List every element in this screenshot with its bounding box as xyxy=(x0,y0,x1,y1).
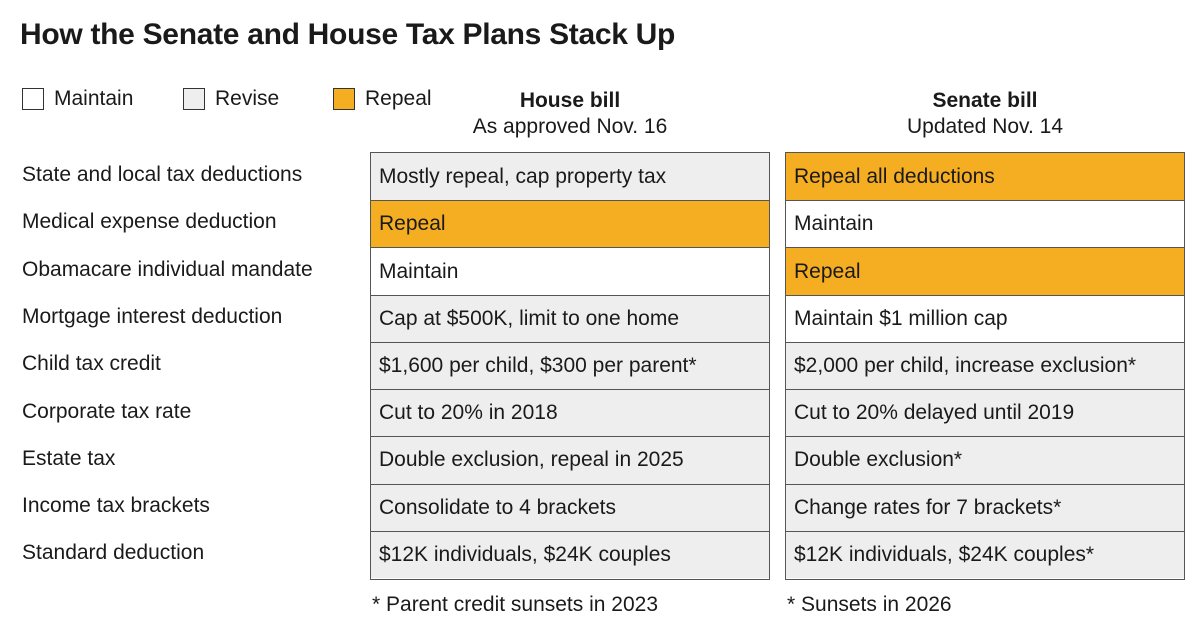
legend-swatch-revise xyxy=(183,88,205,110)
senate-column-title: Senate bill xyxy=(932,89,1038,112)
house-cell-obamacare-individual-mandate: Maintain xyxy=(371,247,769,295)
legend-label-repeal: Repeal xyxy=(365,87,432,110)
legend-item-repeal: Repeal xyxy=(333,86,432,112)
senate-cell-obamacare-individual-mandate: Repeal xyxy=(786,247,1184,295)
legend-item-revise: Revise xyxy=(183,86,279,112)
senate-cell-estate-tax: Double exclusion* xyxy=(786,436,1184,484)
row-label-corporate-tax-rate: Corporate tax rate xyxy=(22,399,192,423)
row-label-medical-expense-deduction: Medical expense deduction xyxy=(22,210,277,234)
house-cell-estate-tax: Double exclusion, repeal in 2025 xyxy=(371,436,769,484)
senate-column-header: Senate bill Updated Nov. 14 xyxy=(785,88,1185,140)
senate-bill-table: Repeal all deductions Maintain Repeal Maint… xyxy=(785,152,1185,580)
house-cell-child-tax-credit: $1,600 per child, $300 per parent* xyxy=(371,341,769,390)
legend-label-revise: Revise xyxy=(215,87,280,110)
house-column-header: House bill As approved Nov. 16 xyxy=(370,88,770,140)
house-column-subtitle: As approved Nov. 16 xyxy=(472,115,668,138)
house-cell-mortgage-interest-deduction: Cap at $500K, limit to one home xyxy=(371,294,769,342)
senate-cell-state-and-local-tax-deductions: Repeal all deductions xyxy=(786,153,1184,201)
senate-cell-mortgage-interest-deduction: Maintain $1 million cap xyxy=(786,294,1184,342)
senate-cell-medical-expense-deduction: Maintain xyxy=(786,200,1184,248)
row-label-income-tax-brackets: Income tax brackets xyxy=(22,494,210,518)
senate-footnote: * Sunsets in 2026 xyxy=(787,593,952,616)
row-label-standard-deduction: Standard deduction xyxy=(22,541,205,565)
house-bill-table: Mostly repeal, cap property tax Repeal Mai… xyxy=(370,152,770,580)
senate-column-subtitle: Updated Nov. 14 xyxy=(906,115,1064,138)
house-footnote: * Parent credit sunsets in 2023 xyxy=(372,593,659,616)
senate-cell-child-tax-credit: $2,000 per child, increase exclusion* xyxy=(786,341,1184,390)
senate-cell-standard-deduction: $12K individuals, $24K couples* xyxy=(786,530,1184,579)
house-cell-state-and-local-tax-deductions: Mostly repeal, cap property tax xyxy=(371,153,769,201)
legend-swatch-repeal xyxy=(333,88,355,110)
legend-swatch-maintain xyxy=(22,88,44,110)
row-label-mortgage-interest-deduction: Mortgage interest deduction xyxy=(22,304,283,328)
row-label-state-and-local-tax-deductions: State and local tax deductions xyxy=(22,163,303,186)
house-column-title: House bill xyxy=(519,89,621,112)
house-cell-corporate-tax-rate: Cut to 20% in 2018 xyxy=(371,389,769,437)
house-cell-income-tax-brackets: Consolidate to 4 brackets xyxy=(371,483,769,531)
legend-item-maintain: Maintain xyxy=(22,86,133,112)
row-label-obamacare-individual-mandate: Obamacare individual mandate xyxy=(22,257,313,281)
legend-label-maintain: Maintain xyxy=(54,87,134,110)
row-label-estate-tax: Estate tax xyxy=(22,446,116,470)
house-cell-medical-expense-deduction: Repeal xyxy=(371,200,769,248)
senate-cell-corporate-tax-rate: Cut to 20% delayed until 2019 xyxy=(786,389,1184,437)
chart-title: How the Senate and House Tax Plans Stack… xyxy=(20,18,676,51)
house-cell-standard-deduction: $12K individuals, $24K couples xyxy=(371,530,769,579)
senate-cell-income-tax-brackets: Change rates for 7 brackets* xyxy=(786,483,1184,531)
row-label-child-tax-credit: Child tax credit xyxy=(22,352,161,376)
